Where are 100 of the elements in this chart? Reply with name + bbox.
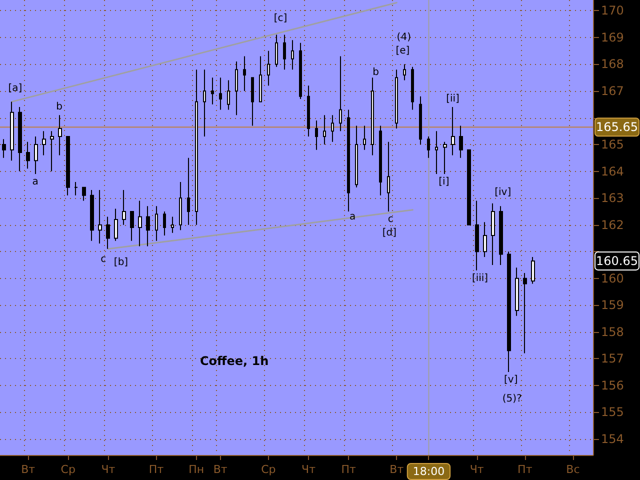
candlestick <box>171 216 174 234</box>
candlestick <box>387 141 390 212</box>
candlestick <box>315 120 318 150</box>
annotation: b <box>372 66 380 78</box>
candlestick <box>155 206 158 242</box>
x-tick-label: Вс <box>566 463 580 476</box>
annotation: a <box>32 176 38 188</box>
x-tick-label: Чт <box>101 463 116 476</box>
candlestick <box>307 85 310 137</box>
candlestick <box>243 56 246 92</box>
candlestick <box>90 190 94 242</box>
y-tick-label: 156 <box>601 378 624 392</box>
annotation: [v] <box>504 374 518 386</box>
y-tick-label: 167 <box>601 84 624 98</box>
x-tick-label: Вт <box>390 463 404 476</box>
annotation: a <box>350 211 356 222</box>
x-tick-label: 18:00 <box>412 465 445 478</box>
candlestick <box>363 125 366 150</box>
annotation: [i] <box>438 176 450 188</box>
y-tick-label: 165 <box>601 138 624 152</box>
candlestick <box>419 96 422 146</box>
candlestick <box>227 80 230 110</box>
annotation: [ii] <box>446 94 460 105</box>
candlestick <box>10 101 14 162</box>
y-tick-label: 163 <box>601 191 624 206</box>
x-tick-label: Ср <box>60 463 76 476</box>
x-tick-label: Вт <box>21 463 36 476</box>
candlestick <box>50 130 54 172</box>
candlestick <box>379 125 382 196</box>
candlestick <box>299 42 302 100</box>
x-tick-label: Чт <box>302 463 316 476</box>
candlestick <box>323 114 326 146</box>
x-tick-label: Пн <box>188 463 204 476</box>
candlestick <box>42 130 46 156</box>
candlestick <box>219 77 222 110</box>
candlestick <box>491 202 495 266</box>
candlestick <box>130 210 134 242</box>
y-tick-label: 168 <box>601 57 624 72</box>
annotation: [iv] <box>494 187 512 198</box>
annotation: [e] <box>396 45 410 56</box>
candlestick <box>515 267 519 316</box>
y-tick-label: 160 <box>601 271 624 286</box>
candlestick <box>74 182 78 196</box>
candlestick <box>531 256 535 284</box>
candlestick <box>34 136 38 174</box>
candlestick <box>435 130 438 174</box>
candlestick <box>146 206 150 247</box>
candlestick <box>443 141 447 174</box>
candlestick <box>26 141 30 170</box>
candlestick <box>138 200 142 247</box>
annotation: c <box>100 254 106 266</box>
candlestick <box>58 114 62 156</box>
x-tick-label: Пт <box>148 463 164 476</box>
candlestick <box>2 138 6 158</box>
candlestick <box>291 40 294 70</box>
y-tick-label: 159 <box>601 298 624 312</box>
annotation: [b] <box>114 256 128 268</box>
candlestick <box>235 61 238 116</box>
candlestick <box>122 190 126 226</box>
y-tick-label: 157 <box>601 352 624 366</box>
candlestick <box>339 56 342 132</box>
candlestick <box>163 210 166 236</box>
candlestick <box>179 182 182 231</box>
y-tick-label: 169 <box>601 30 624 44</box>
y-tick-label: 162 <box>601 218 624 232</box>
y-tick-label: 164 <box>601 164 624 178</box>
candlestick <box>459 125 463 158</box>
candlestick <box>66 136 70 196</box>
annotation: [d] <box>382 227 397 238</box>
x-tick-label: Чт <box>470 463 484 476</box>
annotation: [iii] <box>472 272 488 284</box>
y-tick-label: 155 <box>601 405 624 420</box>
candlestick <box>283 34 286 70</box>
candlestick <box>371 77 374 156</box>
x-tick-label: Ср <box>261 463 276 476</box>
candlestick <box>195 69 198 226</box>
candlestick <box>475 200 479 271</box>
candlestick <box>267 50 270 86</box>
text: Coffee, 1h <box>200 354 269 368</box>
annotation: (4) <box>396 32 412 43</box>
candlestick <box>106 216 110 250</box>
candlestick <box>331 114 334 142</box>
candlestick <box>467 149 471 226</box>
candlestick <box>211 77 214 105</box>
candlestick <box>427 136 430 158</box>
candlestick <box>395 69 398 129</box>
x-tick-label: Вт <box>213 463 228 476</box>
candlestick <box>82 186 86 202</box>
candlestick <box>483 222 487 258</box>
ref-line-label: 165.65 <box>596 120 638 134</box>
candlestick <box>411 66 414 110</box>
candlestick <box>507 251 511 373</box>
x-tick-label: Пт <box>341 463 357 476</box>
candlestick <box>355 125 358 188</box>
candlestick <box>499 206 503 266</box>
candlestick <box>114 208 118 242</box>
candlestick <box>187 157 190 226</box>
candlestick <box>403 64 406 81</box>
annotation: [a] <box>8 82 22 94</box>
candlestick <box>347 109 350 212</box>
